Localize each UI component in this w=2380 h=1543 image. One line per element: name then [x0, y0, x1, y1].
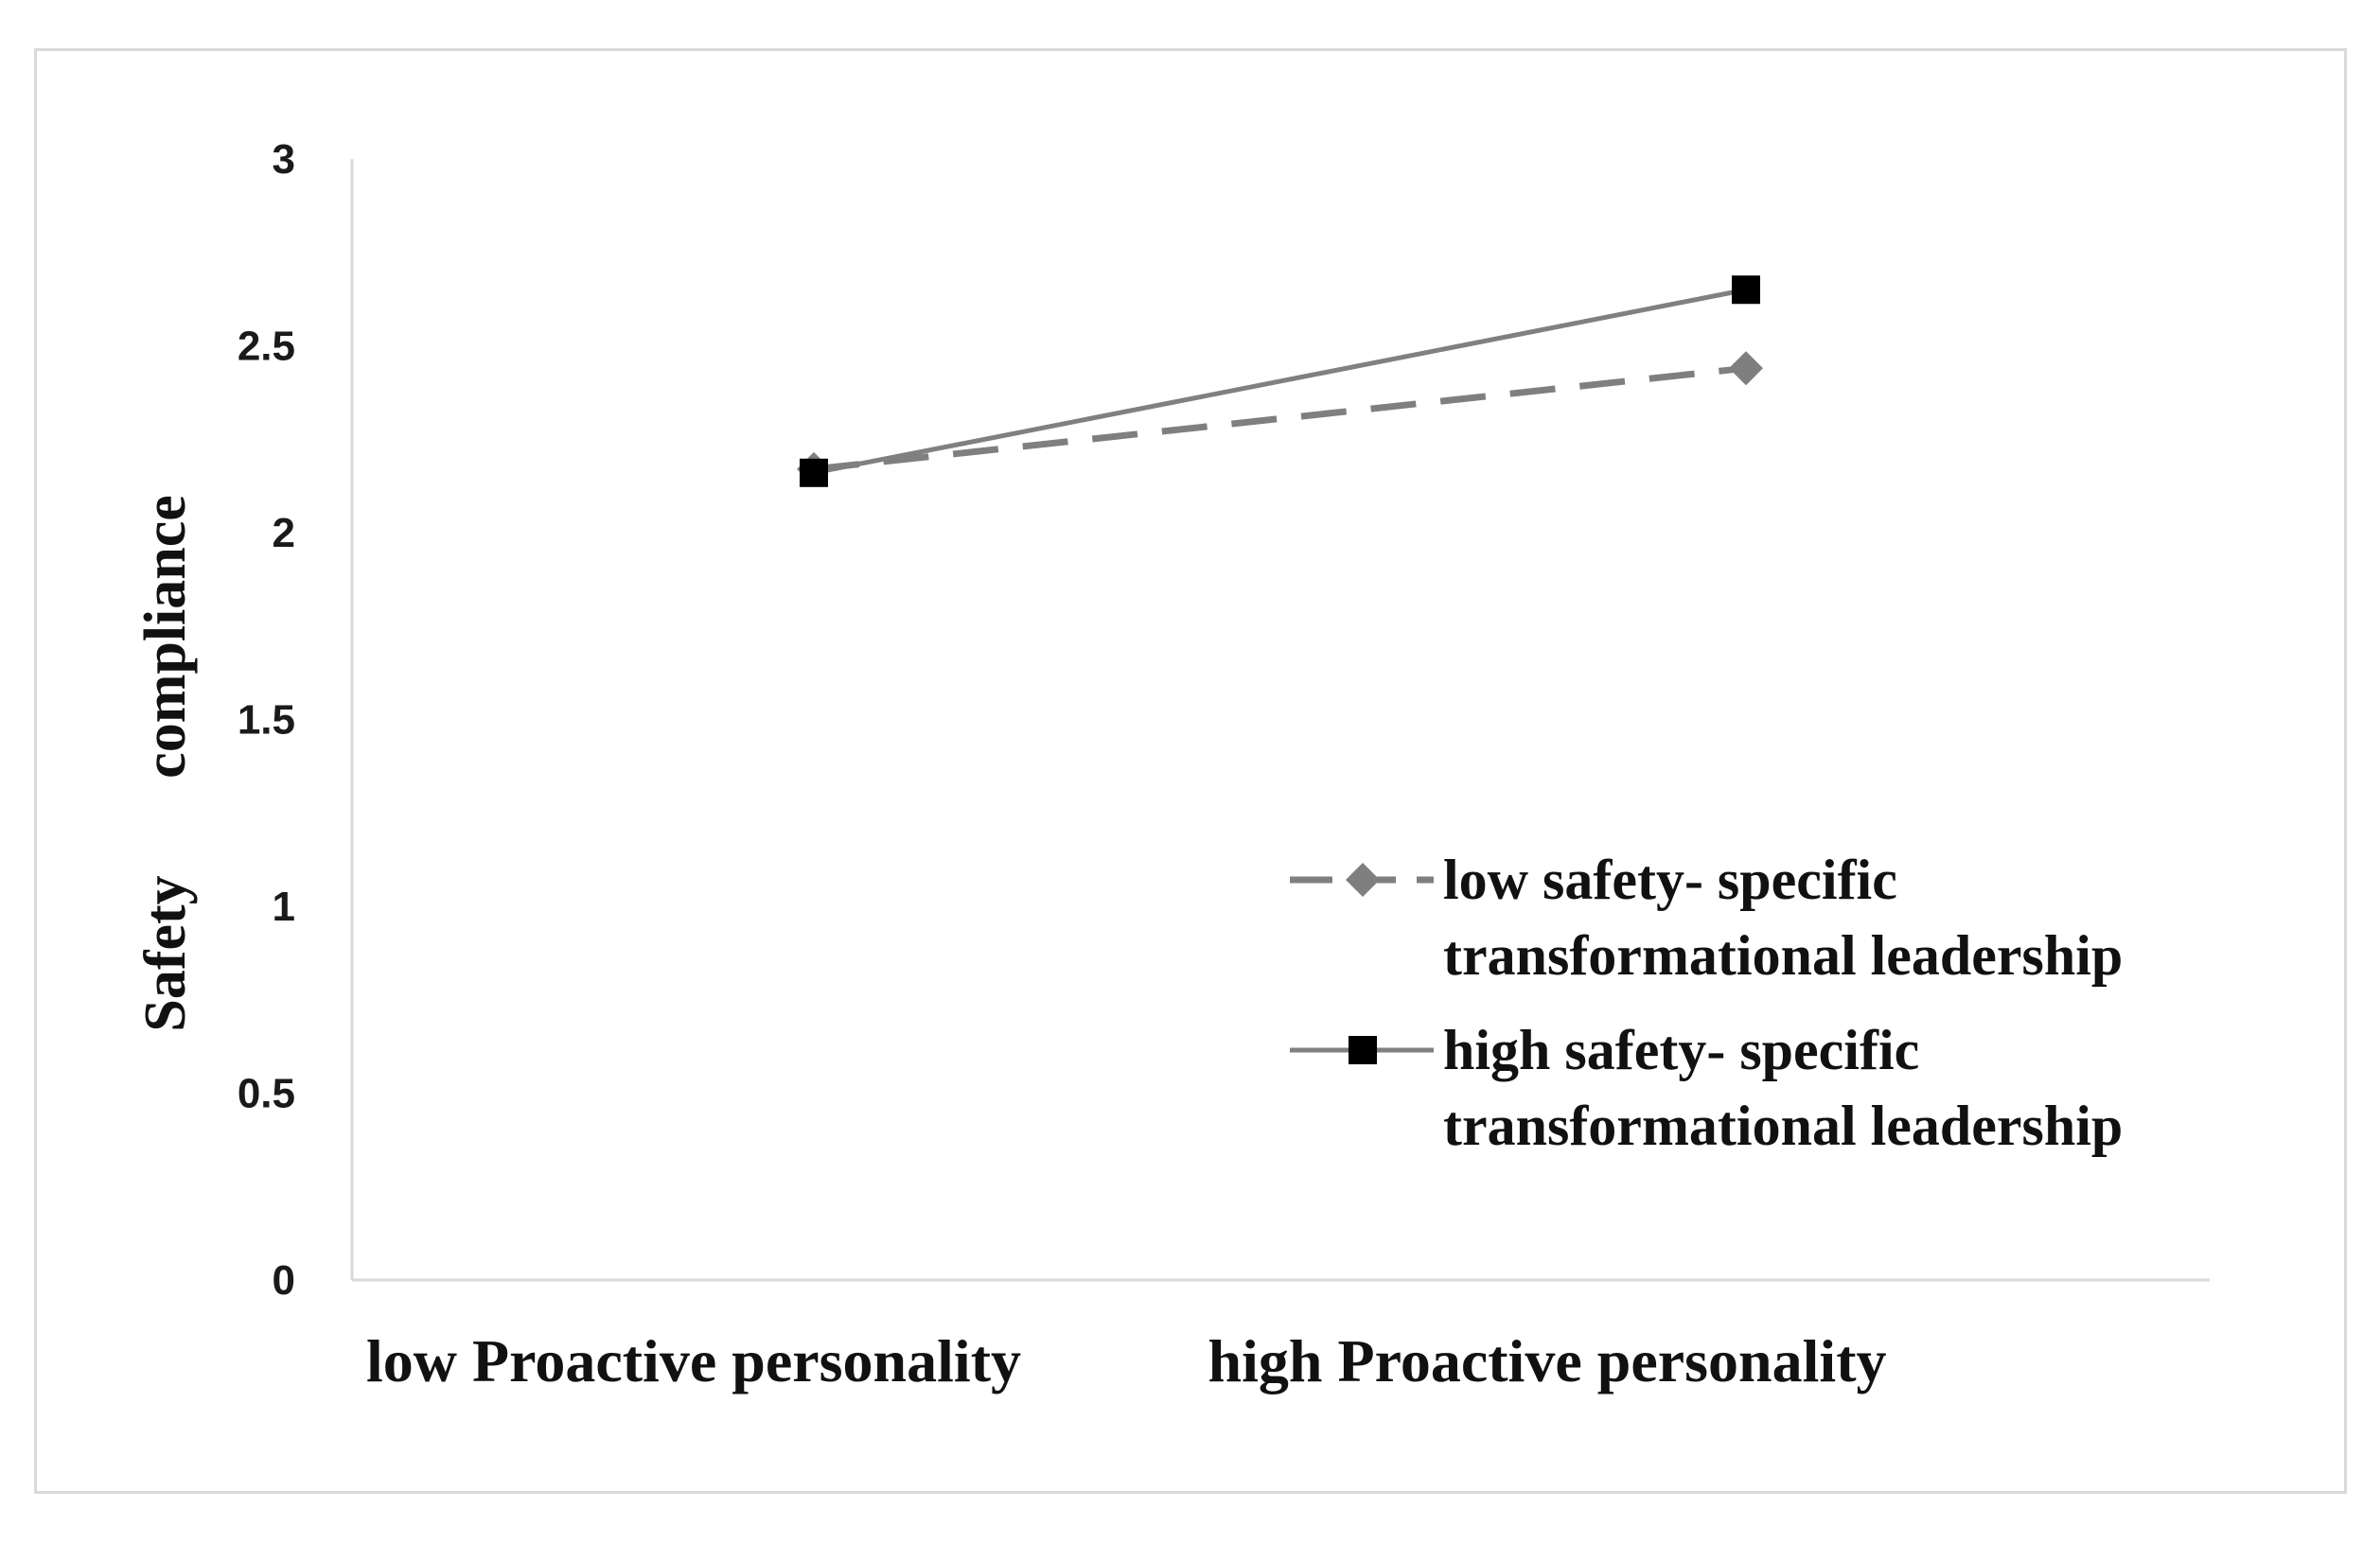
y-tick-label: 1.5: [238, 697, 295, 744]
square-marker: [1349, 1036, 1377, 1064]
square-marker: [1732, 275, 1760, 305]
legend-label-line: transformational leadership: [1443, 924, 2123, 987]
y-tick-label: 2: [273, 510, 295, 556]
x-category-label: high Proactive personality: [1208, 1327, 1887, 1394]
y-tick-label: 0.5: [238, 1071, 295, 1117]
y-tick-label: 0: [273, 1257, 295, 1304]
legend: low safety- specific transformational lea…: [1290, 849, 2123, 1157]
series-low: [797, 351, 1763, 486]
chart-frame: [34, 48, 2347, 1494]
y-tick-label: 1: [273, 884, 295, 930]
y-tick-label: 3: [273, 136, 295, 183]
y-axis-title-word: Safety: [133, 875, 198, 1031]
diamond-marker: [1346, 863, 1380, 897]
series-line: [813, 364, 1747, 473]
legend-entry: low safety- specific transformational lea…: [1290, 849, 2123, 987]
x-category-label: low Proactive personality: [366, 1327, 1021, 1394]
series-layer: [797, 275, 1763, 487]
legend-entry: high safety- specific transformational le…: [1290, 1019, 2123, 1157]
diamond-marker: [1729, 351, 1763, 386]
square-marker: [800, 458, 828, 487]
y-tick-labels: 0 0.5 1 1.5 2 2.5 3: [238, 136, 295, 1304]
x-category-labels: low Proactive personality high Proactive …: [366, 1327, 1887, 1394]
series-high: [800, 275, 1760, 487]
series-line: [813, 287, 1747, 476]
legend-label-line: high safety- specific: [1443, 1019, 1919, 1081]
y-tick-label: 2.5: [238, 324, 295, 370]
y-axis-title: Safety compliance: [133, 495, 198, 1031]
legend-label-line: transformational leadership: [1443, 1095, 2123, 1157]
legend-label-line: low safety- specific: [1443, 849, 1897, 911]
y-axis-title-word: compliance: [133, 495, 198, 779]
